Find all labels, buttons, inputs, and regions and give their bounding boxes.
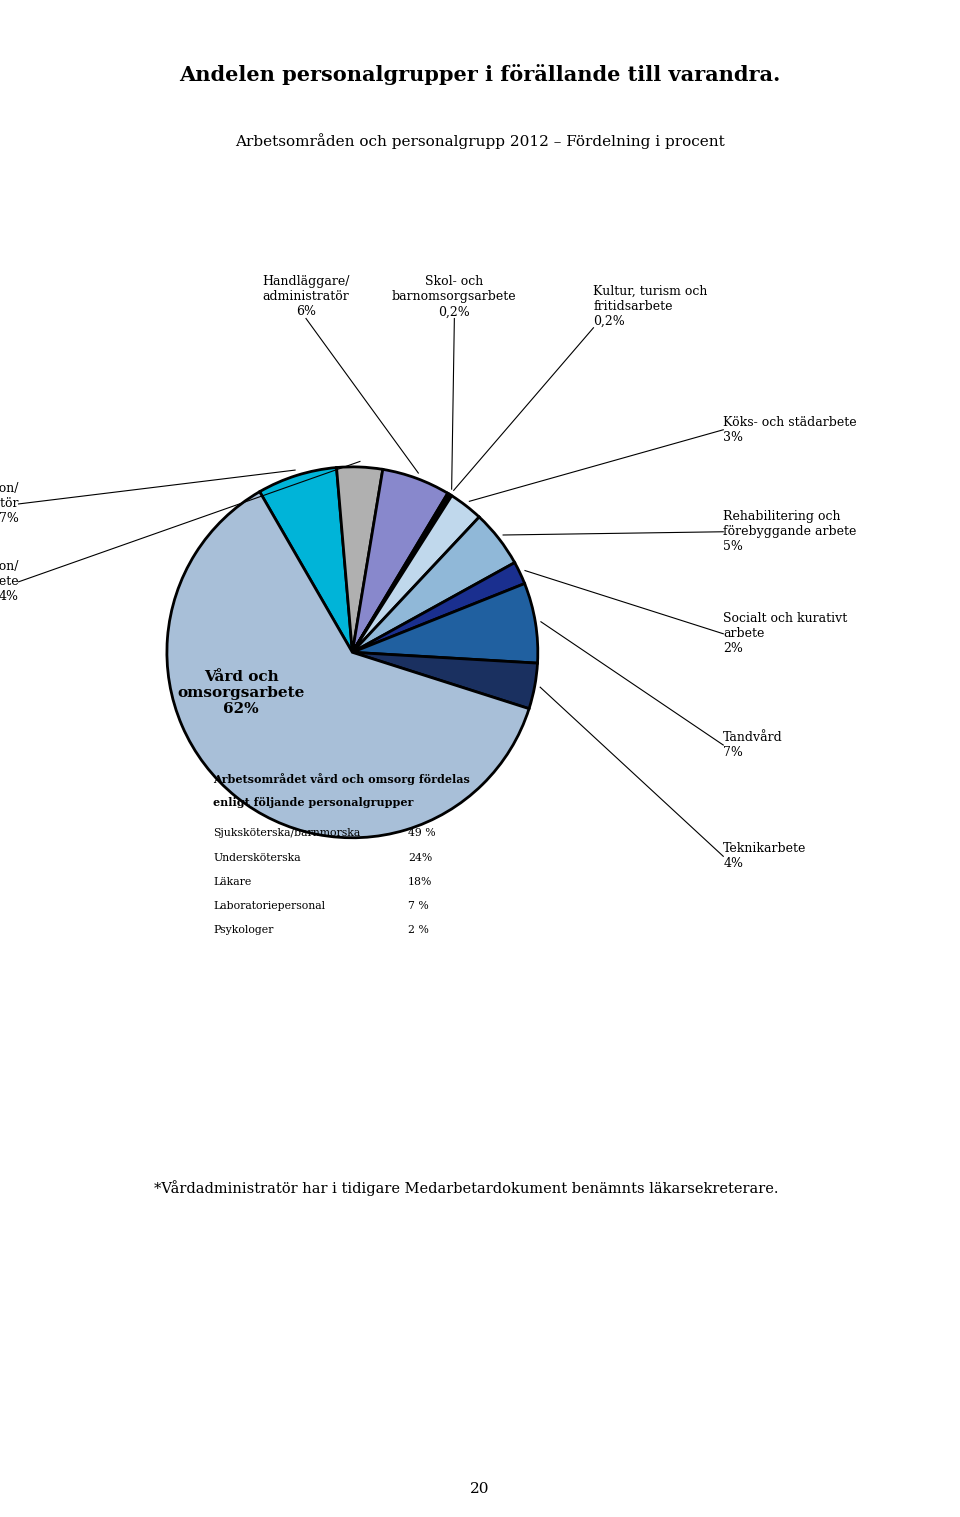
Wedge shape [352, 652, 538, 708]
Text: Sjuksköterska/barnmorska: Sjuksköterska/barnmorska [213, 828, 361, 839]
Wedge shape [352, 493, 449, 652]
Wedge shape [352, 469, 447, 652]
Text: Administration/
Ledningsarbete
4%: Administration/ Ledningsarbete 4% [0, 560, 18, 604]
Text: Psykologer: Psykologer [213, 925, 274, 934]
Text: Arbetsområdet vård och omsorg fördelas: Arbetsområdet vård och omsorg fördelas [213, 772, 470, 784]
Text: 49 %: 49 % [408, 828, 436, 839]
Wedge shape [259, 467, 352, 652]
Text: Handläggare/
administratör
6%: Handläggare/ administratör 6% [262, 276, 349, 319]
Text: Administration/
vårdadministratör
7%: Administration/ vårdadministratör 7% [0, 482, 18, 525]
Text: Andelen personalgrupper i förällande till varandra.: Andelen personalgrupper i förällande til… [180, 64, 780, 85]
Text: Läkare: Läkare [213, 877, 252, 887]
Text: *Vårdadministratör har i tidigare Medarbetardokument benämnts läkarsekreterare.: *Vårdadministratör har i tidigare Medarb… [154, 1180, 779, 1195]
Wedge shape [352, 496, 479, 652]
Text: Köks- och städarbete
3%: Köks- och städarbete 3% [723, 416, 857, 444]
Wedge shape [337, 467, 383, 652]
Text: 2 %: 2 % [408, 925, 429, 934]
Wedge shape [352, 584, 538, 663]
Text: 24%: 24% [408, 853, 432, 863]
Text: Tandvård
7%: Tandvård 7% [723, 731, 783, 758]
Text: Kultur, turism och
fritidsarbete
0,2%: Kultur, turism och fritidsarbete 0,2% [593, 285, 708, 328]
Text: Arbetsområden och personalgrupp 2012 – Fördelning i procent: Arbetsområden och personalgrupp 2012 – F… [235, 133, 725, 149]
Text: enligt följande personalgrupper: enligt följande personalgrupper [213, 796, 414, 809]
Text: 18%: 18% [408, 877, 432, 887]
Wedge shape [167, 492, 529, 837]
Text: Undersköterska: Undersköterska [213, 853, 300, 863]
Text: 7 %: 7 % [408, 901, 429, 910]
Wedge shape [352, 517, 515, 652]
Text: 20: 20 [470, 1482, 490, 1496]
Text: Skol- och
barnomsorgsarbete
0,2%: Skol- och barnomsorgsarbete 0,2% [392, 276, 516, 319]
Text: Rehabilitering och
förebyggande arbete
5%: Rehabilitering och förebyggande arbete 5… [723, 510, 856, 554]
Wedge shape [352, 563, 524, 652]
Text: Vård och
omsorgsarbete
62%: Vård och omsorgsarbete 62% [178, 671, 304, 716]
Text: Teknikarbete
4%: Teknikarbete 4% [723, 842, 806, 871]
Text: Socialt och kurativt
arbete
2%: Socialt och kurativt arbete 2% [723, 613, 848, 655]
Wedge shape [352, 495, 452, 652]
Text: Laboratoriepersonal: Laboratoriepersonal [213, 901, 325, 910]
